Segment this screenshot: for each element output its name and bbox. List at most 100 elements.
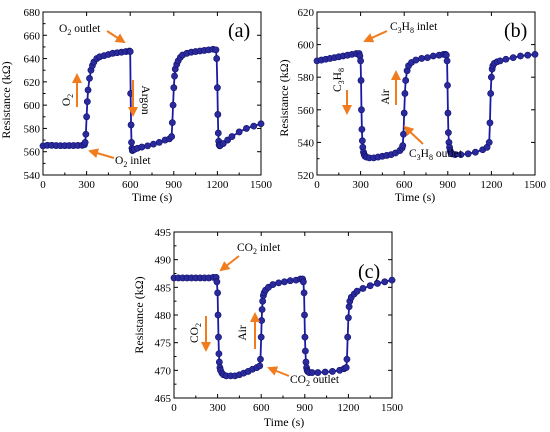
data-point-a	[155, 138, 163, 146]
svg-text:CO2: CO2	[189, 323, 203, 343]
data-point-c	[257, 355, 264, 363]
data-point-c	[214, 289, 221, 297]
data-point-c	[286, 277, 294, 285]
data-point-b	[424, 54, 431, 62]
arrow-co2-inlet	[219, 255, 240, 272]
data-point-c	[359, 285, 367, 292]
panel-a: 0 300 600 900 1200 1500 540 560 580 600 620 640 660 6…	[0, 7, 273, 204]
data-point-c	[213, 278, 221, 286]
data-point-b	[358, 125, 366, 133]
data-point-c	[342, 364, 350, 371]
data-point-a	[219, 140, 227, 147]
data-point-b	[357, 77, 365, 84]
x-tick-label-b: 1200	[480, 179, 503, 191]
annotation-c3h8-vertical: C3H8	[332, 68, 346, 92]
x-tick-label-c: 900	[297, 402, 314, 414]
data-point-b	[443, 57, 451, 65]
series-line-a	[42, 48, 262, 153]
y-tick-label-a: 600	[24, 100, 41, 112]
x-tick-label-b: 300	[352, 179, 369, 191]
data-point-a	[228, 133, 236, 140]
y-tick-label-b: 600	[298, 40, 315, 52]
data-point-a	[212, 46, 220, 54]
data-point-c	[258, 306, 266, 313]
y-tick-label-c: 495	[155, 227, 172, 239]
data-point-c	[314, 369, 322, 376]
data-point-c	[381, 278, 389, 286]
arrow-c3h8-inlet	[363, 30, 388, 43]
data-point-a	[168, 133, 176, 140]
y-tick-label-b: 580	[298, 72, 315, 84]
data-point-b	[464, 150, 472, 158]
plot-area-a: 0 300 600 900 1200 1500 540 560 580 600 620 640 660 6…	[24, 7, 273, 191]
data-point-c	[353, 287, 361, 295]
data-point-c	[215, 333, 222, 341]
svg-text:O2: O2	[61, 94, 75, 106]
data-point-a	[169, 101, 177, 109]
data-point-c	[366, 282, 374, 290]
data-point-b	[412, 56, 420, 64]
data-point-c	[321, 368, 329, 376]
panel-label-a: (a)	[228, 20, 250, 42]
svg-text:Air: Air	[237, 325, 249, 341]
data-point-a	[213, 55, 221, 62]
svg-text:Air: Air	[380, 89, 392, 105]
y-axis-title-a: Resistance (kΩ)	[0, 61, 13, 138]
annotation-air-vertical-c: Air	[237, 325, 249, 341]
data-point-c	[258, 317, 266, 324]
data-point-c	[301, 333, 309, 341]
data-point-b	[485, 138, 493, 146]
x-tick-label-c: 1200	[337, 402, 360, 414]
data-point-b	[457, 151, 465, 159]
y-tick-label-c: 490	[155, 255, 172, 267]
data-point-c	[388, 276, 396, 284]
data-point-c	[256, 362, 264, 370]
data-point-b	[400, 109, 408, 117]
data-point-c	[344, 333, 352, 341]
data-point-b	[357, 57, 364, 65]
y-tick-label-a: 640	[24, 54, 41, 66]
data-point-a	[81, 138, 89, 146]
data-point-c	[300, 289, 308, 297]
y-tick-label-c: 465	[155, 393, 172, 405]
data-point-a	[138, 143, 146, 151]
data-point-a	[127, 121, 135, 129]
y-tick-label-a: 620	[24, 77, 41, 89]
data-point-b	[486, 119, 494, 127]
y-tick-label-a: 540	[24, 170, 41, 182]
svg-text:C3H8: C3H8	[332, 68, 346, 92]
data-point-c	[345, 303, 353, 311]
data-point-c	[259, 297, 267, 305]
y-axis-title-c: Resistance (kΩ)	[132, 276, 146, 353]
data-point-a	[144, 142, 152, 150]
data-point-b	[496, 57, 504, 65]
y-tick-label-b: 560	[298, 105, 315, 117]
data-point-c	[215, 358, 223, 366]
data-point-a	[86, 74, 93, 82]
data-point-a	[83, 113, 90, 121]
y-tick-label-a: 660	[24, 30, 41, 42]
data-point-b	[487, 73, 495, 81]
data-point-b	[444, 129, 452, 137]
data-point-b	[517, 52, 524, 60]
data-point-c	[374, 280, 381, 287]
data-point-b	[487, 90, 495, 97]
data-point-a	[213, 84, 221, 92]
data-point-a	[235, 128, 243, 136]
panel-b: 0 300 600 900 1200 1500 520 540 560 580 600 620 (b)…	[277, 7, 547, 204]
y-tick-label-b: 520	[298, 170, 315, 182]
data-point-c	[281, 278, 288, 286]
annotation-air-vertical-b: Air	[380, 89, 392, 105]
y-axis-title-b: Resistance (kΩ)	[277, 59, 291, 136]
data-point-c	[301, 311, 308, 319]
x-tick-label-a: 0	[40, 179, 46, 191]
x-tick-label-c: 1500	[381, 402, 404, 414]
data-point-b	[401, 90, 409, 97]
data-point-c	[269, 281, 277, 288]
annotation-co2-outlet: CO2 outlet	[290, 374, 340, 388]
data-point-a	[171, 72, 178, 80]
data-point-a	[224, 136, 231, 144]
data-point-a	[170, 84, 178, 92]
data-point-b	[358, 137, 366, 145]
data-point-c	[302, 358, 310, 366]
